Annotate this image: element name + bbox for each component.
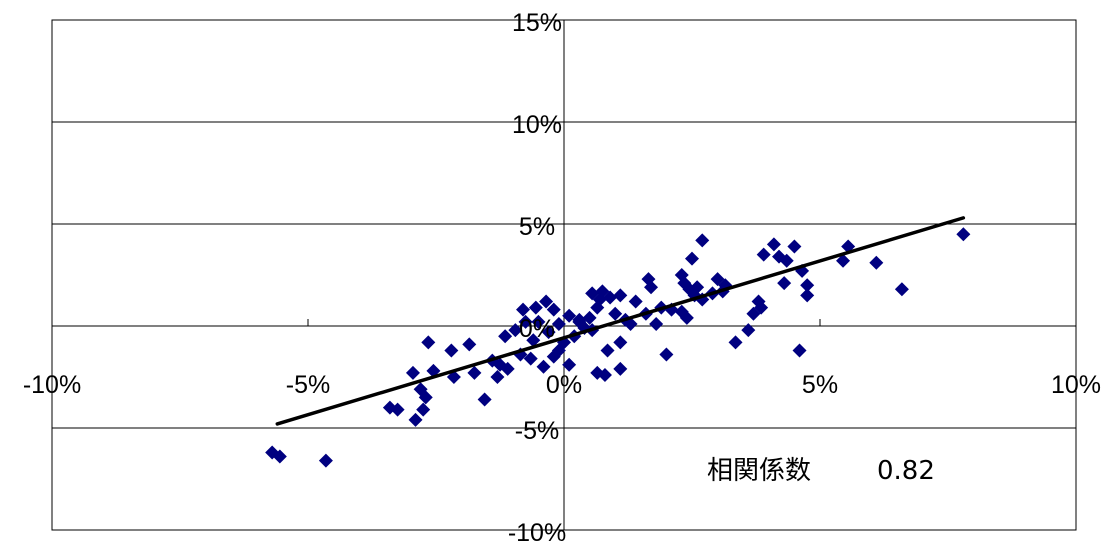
y-tick-label: 5%	[519, 213, 555, 241]
data-point	[649, 316, 664, 331]
data-point	[416, 402, 431, 417]
data-point	[318, 453, 333, 468]
x-tick-label: 10%	[1051, 371, 1101, 399]
data-point	[528, 300, 543, 315]
data-point	[613, 335, 628, 350]
data-point	[551, 316, 566, 331]
data-point	[754, 300, 769, 315]
data-point	[546, 302, 561, 317]
data-point	[585, 286, 600, 301]
data-point	[679, 310, 694, 325]
data-point	[800, 288, 815, 303]
data-point	[572, 314, 587, 329]
data-point	[516, 302, 531, 317]
data-point	[462, 337, 477, 352]
data-point	[518, 314, 533, 329]
x-tick-label: 5%	[802, 371, 838, 399]
data-point	[613, 361, 628, 376]
data-point	[418, 390, 433, 405]
data-point	[628, 294, 643, 309]
data-point	[741, 323, 756, 338]
data-point	[405, 365, 420, 380]
trendline	[275, 216, 966, 426]
data-point	[728, 335, 743, 350]
correlation-label: 相関係数	[707, 456, 811, 486]
data-point	[390, 402, 405, 417]
data-point	[779, 253, 794, 268]
data-point	[695, 233, 710, 248]
data-point	[603, 290, 618, 305]
y-tick-label: 10%	[512, 111, 562, 139]
x-tick-label: 0%	[546, 371, 582, 399]
data-point	[800, 278, 815, 293]
data-point	[539, 294, 554, 309]
data-point	[582, 310, 597, 325]
data-point	[869, 255, 884, 270]
data-point	[641, 272, 656, 287]
data-point	[500, 361, 515, 376]
x-tick-label: -10%	[23, 371, 81, 399]
data-point	[677, 276, 692, 291]
data-point	[477, 392, 492, 407]
data-point	[467, 365, 482, 380]
data-point	[766, 237, 781, 252]
data-point	[894, 282, 909, 297]
y-tick-label: -5%	[515, 417, 559, 445]
data-point	[508, 323, 523, 338]
data-point	[659, 347, 674, 362]
data-point	[690, 280, 705, 295]
data-point	[792, 343, 807, 358]
data-point	[272, 449, 287, 464]
x-tick-label: -5%	[286, 371, 330, 399]
data-point	[531, 314, 546, 329]
correlation-value: 0.82	[877, 456, 935, 486]
data-points	[265, 227, 971, 468]
data-point	[541, 325, 556, 340]
data-point	[526, 333, 541, 348]
data-point	[498, 329, 513, 344]
data-point	[597, 367, 612, 382]
data-point	[836, 253, 851, 268]
data-point	[613, 288, 628, 303]
axes	[51, 19, 1077, 531]
data-point	[421, 335, 436, 350]
data-point	[536, 359, 551, 374]
data-point	[562, 308, 577, 323]
y-tick-label: 15%	[512, 9, 562, 37]
trendline-group	[275, 216, 966, 426]
data-point	[685, 251, 699, 266]
data-point	[408, 412, 423, 427]
data-point	[444, 343, 459, 358]
y-tick-label: 0%	[519, 315, 555, 343]
data-point	[777, 276, 792, 291]
data-point	[490, 370, 505, 384]
data-point	[756, 247, 771, 262]
data-point	[600, 343, 615, 358]
data-point	[523, 351, 538, 366]
tick-labels: -10% -5% 0% 5% 10% -10% -5% 0% 5% 10% 15%	[23, 9, 1101, 547]
data-point	[608, 306, 623, 321]
data-point	[787, 239, 802, 254]
data-point	[956, 227, 971, 242]
data-point	[562, 357, 577, 372]
y-tick-label: -10%	[508, 519, 566, 547]
